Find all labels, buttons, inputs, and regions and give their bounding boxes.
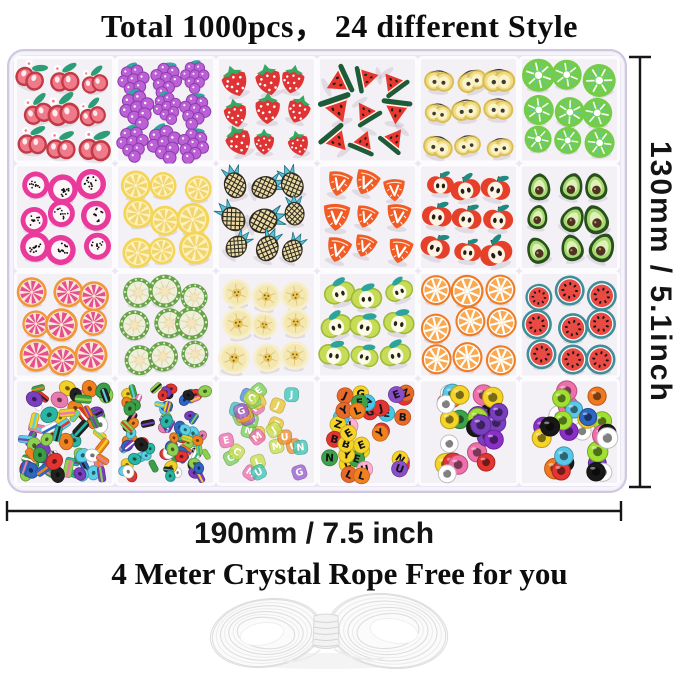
cell-red-apple-beads	[418, 163, 519, 271]
width-dimension-label: 190mm / 7.5 inch	[193, 517, 435, 550]
svg-text:J: J	[340, 390, 349, 403]
cell-dragon-fruit-beads	[14, 163, 115, 271]
svg-text:B: B	[398, 411, 407, 423]
cell-letter-beads-colored: GYGUJLZNEGEBUGUBZYLJELNZBEJEUUEYLY	[317, 378, 418, 486]
cell-strawberry-half-beads	[317, 163, 418, 271]
cell-strawberry-beads	[216, 56, 317, 164]
cell-lime-slice-beads	[115, 271, 216, 379]
svg-text:G: G	[365, 406, 375, 419]
svg-text:E: E	[356, 439, 367, 453]
cell-kiwi-beads	[519, 56, 620, 164]
svg-text:G: G	[294, 466, 305, 479]
svg-text:L: L	[342, 458, 353, 472]
rope-image	[209, 592, 449, 670]
cell-green-apple-beads	[317, 271, 418, 379]
organizer-box: ENMEEMMUWNEMJGUNJWNJMMGJULNGCCGUGYGUJLZN…	[7, 49, 627, 493]
cell-watermelon-round-beads	[519, 271, 620, 379]
svg-text:J: J	[273, 400, 281, 412]
svg-text:J: J	[289, 390, 294, 401]
cell-cherry-beads	[14, 56, 115, 164]
svg-text:B: B	[329, 433, 340, 447]
svg-text:E: E	[351, 452, 361, 466]
svg-text:N: N	[296, 442, 305, 454]
page-title: Total 1000pcs， 24 different Style	[101, 8, 578, 44]
height-dimension-line	[629, 55, 651, 489]
svg-text:G: G	[236, 405, 247, 418]
cell-lemon-slice-beads	[115, 163, 216, 271]
svg-text:J: J	[269, 425, 279, 437]
cell-yellow-apple-beads	[418, 56, 519, 164]
cell-letter-beads-transparent: ENMEEMMUWNEMJGUNJWNJMMGJULNGCCGU	[216, 378, 317, 486]
svg-text:J: J	[377, 402, 384, 415]
cell-grapefruit-beads	[14, 271, 115, 379]
svg-text:U: U	[281, 432, 289, 444]
cell-banana-slice-beads	[216, 271, 317, 379]
svg-text:N: N	[325, 452, 334, 464]
svg-text:Y: Y	[341, 449, 352, 462]
svg-text:L: L	[352, 404, 363, 418]
svg-text:U: U	[393, 462, 405, 476]
width-dimension-line	[5, 501, 623, 521]
cell-pony-beads-mix-1	[418, 378, 519, 486]
svg-text:E: E	[253, 385, 265, 398]
svg-text:L: L	[253, 456, 262, 468]
cell-heishi-disc-beads-small	[115, 378, 216, 486]
cell-avocado-beads	[519, 163, 620, 271]
svg-text:L: L	[357, 470, 367, 484]
cell-heishi-disc-beads-large	[14, 378, 115, 486]
svg-text:E: E	[391, 388, 402, 402]
svg-text:E: E	[222, 435, 231, 447]
cell-orange-slice-beads	[418, 271, 519, 379]
svg-text:C: C	[245, 392, 257, 405]
cell-grape-beads	[115, 56, 216, 165]
svg-text:N: N	[243, 425, 253, 438]
cell-pineapple-beads	[213, 163, 317, 271]
svg-text:U: U	[253, 466, 265, 479]
height-dimension-label: 130mm / 5.1inch	[644, 141, 677, 403]
svg-text:Z: Z	[332, 418, 343, 432]
rope-caption: 4 Meter Crystal Rope Free for you	[111, 556, 568, 591]
svg-text:M: M	[271, 440, 283, 453]
cell-pony-beads-mix-2	[519, 378, 620, 486]
svg-text:B: B	[340, 438, 351, 452]
svg-text:L: L	[343, 468, 355, 482]
cell-watermelon-slice-beads	[317, 56, 418, 164]
